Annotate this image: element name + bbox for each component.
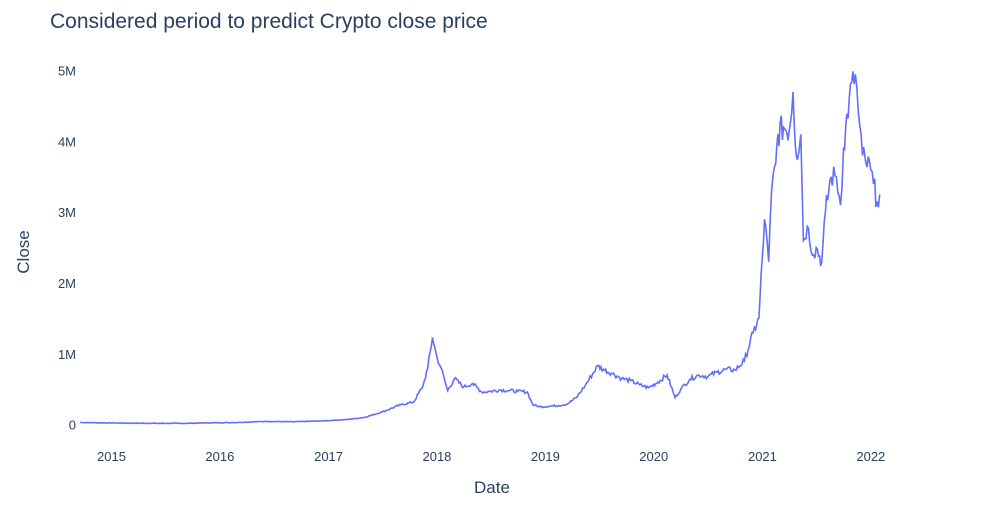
chart-title: Considered period to predict Crypto clos… <box>50 10 488 33</box>
x-tick-label: 2021 <box>748 449 777 464</box>
y-tick-label: 3M <box>58 205 76 220</box>
x-tick-label: 2017 <box>314 449 343 464</box>
y-tick-label: 5M <box>58 64 76 79</box>
x-axis-title: Date <box>474 478 510 497</box>
x-tick-label: 2015 <box>97 449 126 464</box>
y-axis-title: Close <box>14 230 33 273</box>
x-tick-label: 2022 <box>856 449 885 464</box>
y-tick-label: 0 <box>69 418 76 433</box>
x-tick-label: 2019 <box>531 449 560 464</box>
x-tick-label: 2020 <box>639 449 668 464</box>
y-tick-label: 4M <box>58 134 76 149</box>
close-price-line <box>80 71 881 425</box>
x-tick-label: 2018 <box>422 449 451 464</box>
y-tick-label: 1M <box>58 347 76 362</box>
x-tick-label: 2016 <box>205 449 234 464</box>
y-tick-label: 2M <box>58 276 76 291</box>
y-axis-ticks: 0 1M 2M 3M 4M 5M <box>58 64 76 433</box>
x-axis-ticks: 2015 2016 2017 2018 2019 2020 2021 2022 <box>97 449 885 464</box>
